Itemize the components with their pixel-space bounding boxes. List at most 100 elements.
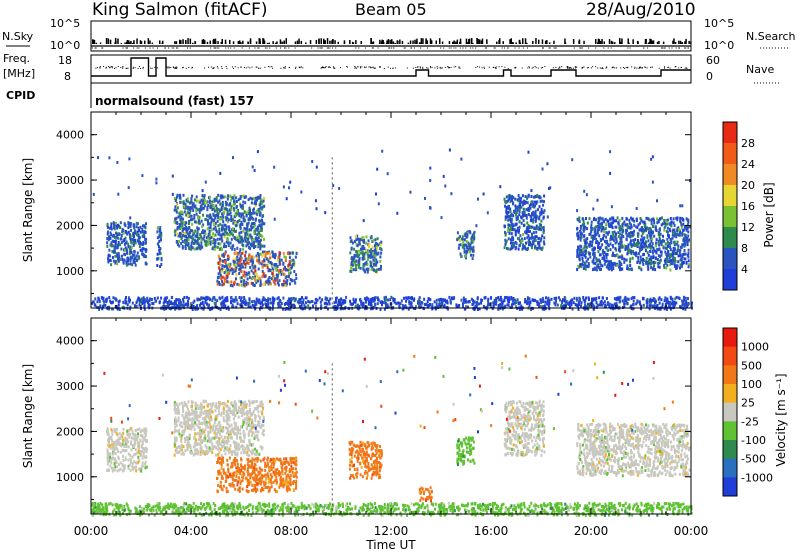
echo-cell [175,221,178,225]
echo-cell [537,208,539,212]
echo-cell [443,305,446,309]
echo-cell [127,242,130,246]
echo-cell [234,221,237,225]
echo-cell [176,232,179,236]
echo-cell [685,225,688,229]
echo-cell [615,240,618,244]
echo-cell [255,211,258,215]
echo-cell [230,245,233,249]
echo-cell [531,240,534,244]
echo-cell [195,247,198,251]
echo-cell [263,282,266,285]
echo-cell [223,209,226,213]
echo-cell [133,238,136,242]
echo-cell [248,245,251,249]
echo-cell [606,231,609,235]
echo-cell [196,230,199,234]
echo-cell [534,244,537,248]
nave-sample [483,67,485,69]
echo-cell [242,215,245,219]
echo-cell [466,233,469,237]
nave-sample [642,67,643,69]
echo-cell [581,256,584,260]
echo-cell [524,195,527,198]
echo-cell [120,234,123,237]
echo-cell [592,251,595,254]
echo-cell [528,204,531,208]
echo-cell [577,264,580,268]
echo-cell [178,211,181,215]
echo-cell [213,209,216,213]
echo-cell [263,258,266,262]
echo-cell [396,301,399,305]
nsearch-sample [391,47,393,49]
echo-cell [579,234,582,238]
echo-cell [538,215,541,219]
nsky-sample [194,41,196,44]
echo-cell [327,299,330,303]
echo-cell [180,216,183,220]
nsearch-sample [176,47,178,49]
echo-cell [135,304,138,308]
nave-sample [667,66,669,68]
echo-cell [175,203,178,207]
echo-cell [283,272,286,276]
nsearch-sample [627,47,629,49]
nave-sample [243,67,245,69]
nave-sample [574,66,576,68]
nsky-sample [673,38,675,44]
echo-cell [657,231,660,235]
echo-cell [603,220,605,224]
echo-cell [179,210,182,214]
nsearch-sample [216,47,218,49]
echo-cell [489,302,492,306]
echo-cell [420,305,423,309]
nave-sample [626,66,628,68]
echo-cell [247,237,250,241]
echo-cell [636,243,639,247]
echo-cell [575,296,578,300]
echo-cell [379,255,382,259]
echo-cell [539,211,542,215]
echo-cell [142,296,145,300]
nave-sample [256,66,258,68]
echo-cell [247,271,250,275]
nsky-sample [455,41,457,44]
echo-cell [561,301,564,305]
echo-cell [673,243,676,247]
echo-cell [599,300,602,304]
echo-cell [208,200,211,204]
echo-cell [191,203,194,207]
nave-sample [535,67,537,69]
nsky-sample [472,42,474,44]
echo-cell [239,195,242,199]
echo-cell [518,225,521,229]
echo-cell [653,221,656,225]
echo-cell [650,298,653,302]
nave-sample [602,67,603,69]
echo-cell [94,297,97,301]
echo-cell [349,251,352,255]
echo-cell [175,210,178,214]
echo-cell [639,228,642,232]
echo-cell [598,218,601,222]
echo-cell [197,216,199,220]
echo-cell [261,303,264,307]
echo-cell [357,265,360,269]
echo-cell [643,252,645,256]
echo-cell [293,298,296,302]
echo-cell [244,257,247,261]
echo-cell [507,194,510,198]
echo-cell [187,200,190,204]
echo-cell [653,304,656,308]
nsearch-sample [514,47,516,49]
echo-cell [276,258,279,262]
echo-cell [350,239,353,243]
echo-cell [138,256,141,260]
nave-sample [357,66,359,68]
nsky-sample [426,40,429,44]
echo-cell [95,305,98,309]
echo-cell [255,281,258,285]
echo-cell [178,196,181,200]
